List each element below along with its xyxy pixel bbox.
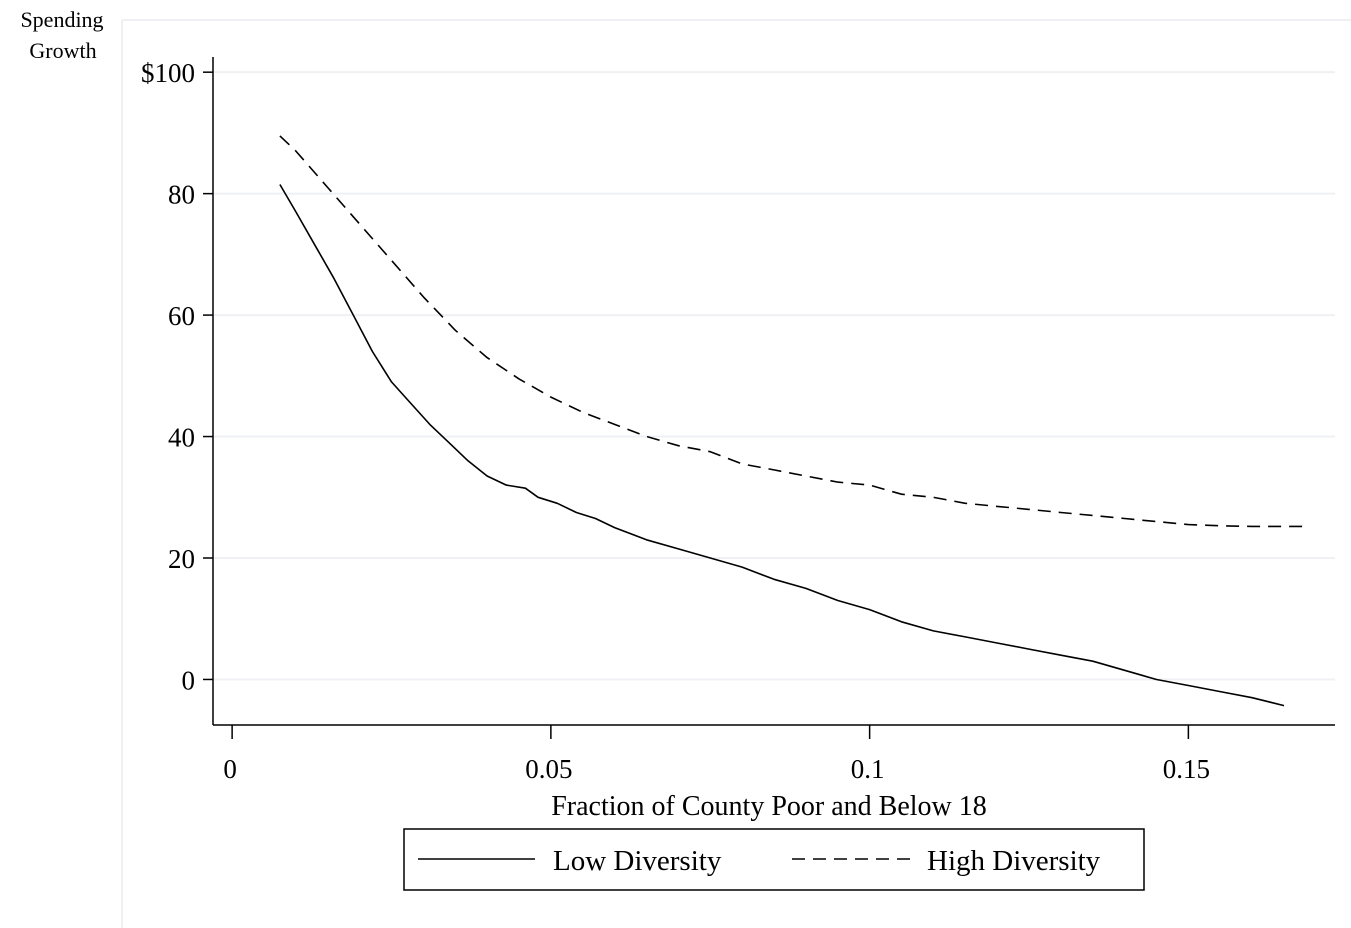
series-lines <box>279 135 1310 707</box>
legend: Low Diversity High Diversity <box>403 828 1145 891</box>
y-tick-label: $100 <box>141 58 195 88</box>
y-axis-title-line-1: Spending <box>20 7 103 32</box>
y-tick-label: 0 <box>182 665 196 695</box>
y-tick-label: 60 <box>168 301 195 331</box>
legend-label-low-diversity: Low Diversity <box>553 845 722 877</box>
legend-label-high-diversity: High Diversity <box>927 845 1101 877</box>
y-tick-label: 40 <box>168 423 195 453</box>
x-tick-label: 0.15 <box>1163 754 1210 784</box>
x-tick-label: 0.1 <box>851 754 885 784</box>
x-tick-label: 0 <box>223 754 237 784</box>
y-axis-title-line-2: Growth <box>29 38 96 63</box>
y-tick-label: 80 <box>168 180 195 210</box>
series-line-high-diversity <box>279 135 1310 528</box>
x-axis-title: Fraction of County Poor and Below 18 <box>551 791 987 822</box>
series-line-low-diversity <box>279 184 1285 707</box>
grid-lines <box>214 71 1335 681</box>
axes: 0 20 40 60 80 $100 0 0.05 0.1 0.15 <box>141 57 1335 784</box>
y-tick-label: 20 <box>168 544 195 574</box>
x-tick-label: 0.05 <box>525 754 572 784</box>
